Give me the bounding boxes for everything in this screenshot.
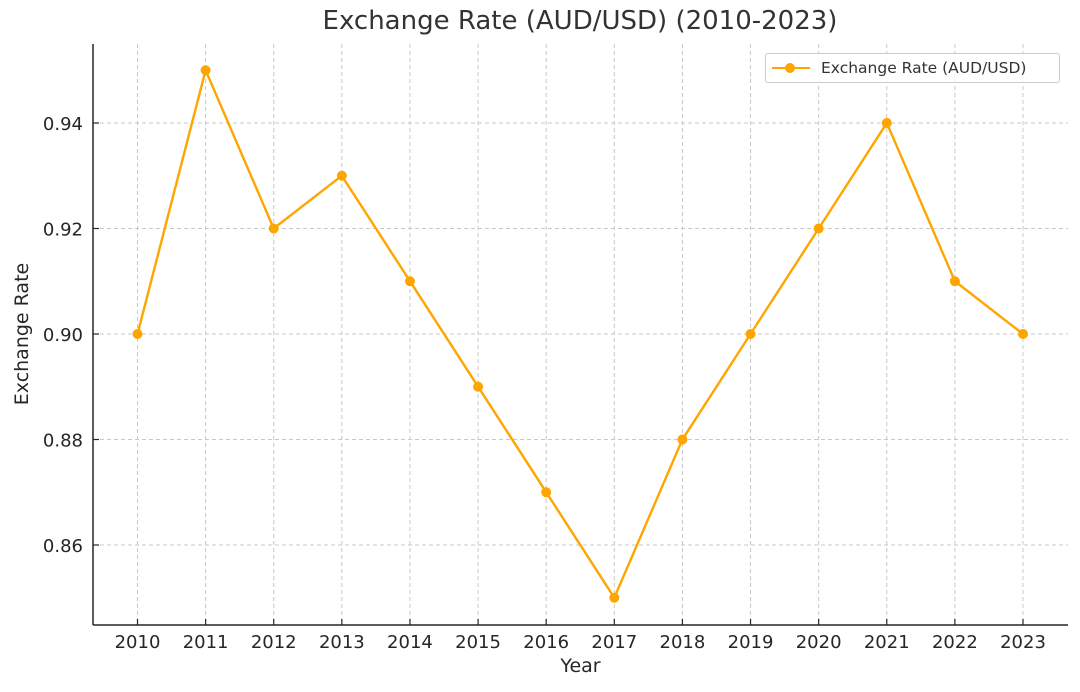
data-point-marker — [268, 223, 279, 234]
x-tick-label: 2018 — [660, 632, 706, 653]
x-tick-label: 2016 — [523, 632, 569, 653]
y-tick-label: 0.90 — [43, 325, 83, 346]
x-tick-label: 2019 — [728, 632, 774, 653]
legend: Exchange Rate (AUD/USD) — [765, 53, 1060, 83]
x-tick-label: 2021 — [864, 632, 910, 653]
data-point-marker — [132, 329, 143, 339]
series-line — [136, 66, 1024, 601]
data-point-marker — [473, 381, 484, 392]
legend-marker-icon — [785, 63, 795, 73]
x-tick-label: 2011 — [183, 632, 229, 653]
x-tick-label: 2017 — [591, 632, 637, 653]
chart-title: Exchange Rate (AUD/USD) (2010-2023) — [322, 6, 838, 36]
x-tick-label: 2013 — [319, 632, 365, 653]
x-tick-label: 2023 — [1000, 632, 1046, 653]
y-tick-label: 0.92 — [43, 220, 83, 241]
data-point-marker — [949, 276, 960, 287]
y-tick-label: 0.86 — [43, 536, 83, 557]
tick-marks — [93, 122, 1024, 625]
x-tick-label: 2022 — [932, 632, 978, 653]
data-markers — [132, 65, 1028, 603]
tick-labels: 2010 2011 2012 2013 2014 2015 2016 2017 2018 2019… — [43, 114, 1046, 653]
data-point-marker — [745, 329, 756, 339]
y-axis-label: Exchange Rate — [11, 262, 33, 406]
grid-lines — [93, 44, 1068, 625]
data-point-marker — [813, 223, 824, 234]
legend-label: Exchange Rate (AUD/USD) — [821, 59, 1027, 77]
data-point-marker — [200, 65, 211, 76]
x-tick-label: 2014 — [387, 632, 433, 653]
x-tick-label: 2015 — [455, 632, 501, 653]
y-tick-label: 0.88 — [43, 431, 83, 452]
data-point-marker — [677, 434, 688, 445]
data-point-marker — [881, 118, 892, 128]
y-tick-label: 0.94 — [43, 114, 83, 135]
x-axis-label: Year — [560, 655, 601, 677]
data-point-marker — [609, 592, 620, 603]
data-point-marker — [1018, 329, 1028, 339]
x-tick-label: 2010 — [115, 632, 161, 653]
x-tick-label: 2020 — [796, 632, 842, 653]
data-point-marker — [404, 276, 415, 287]
x-tick-label: 2012 — [251, 632, 297, 653]
data-point-marker — [541, 487, 552, 498]
data-point-marker — [336, 170, 347, 181]
